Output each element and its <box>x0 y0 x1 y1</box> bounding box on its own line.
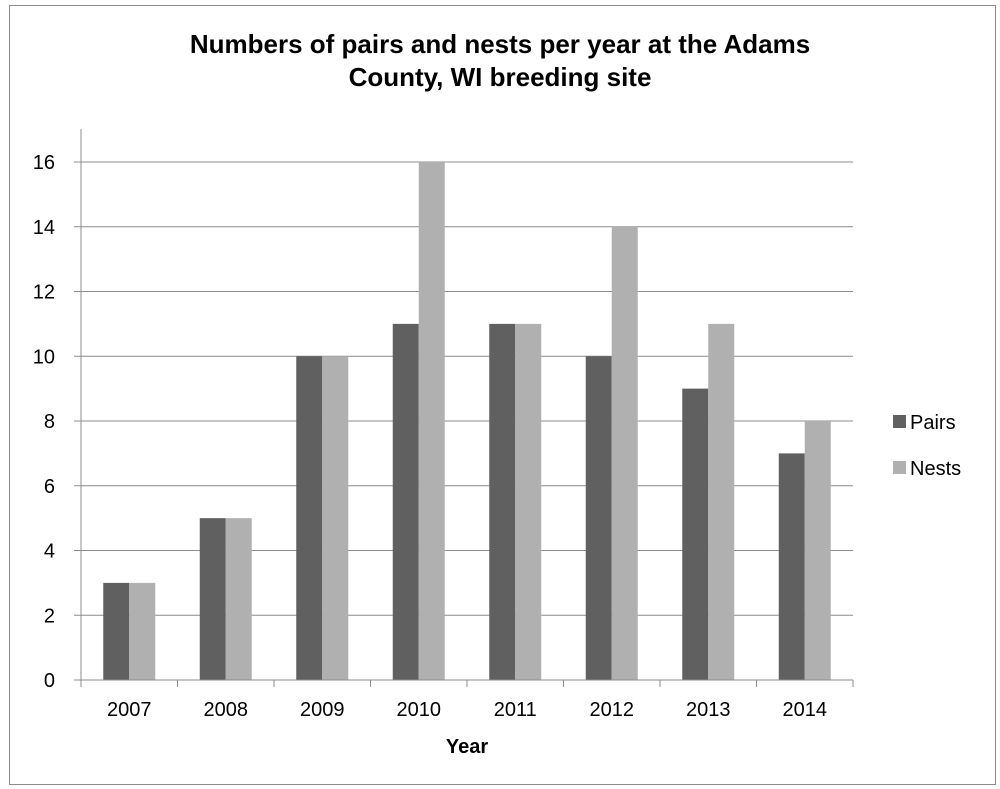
x-tick-label: 2013 <box>686 699 731 721</box>
legend-label-nests: Nests <box>910 458 961 480</box>
bar-nests <box>129 582 156 680</box>
y-tick-label: 4 <box>44 541 55 563</box>
x-tick-label: 2011 <box>494 699 537 721</box>
legend-swatch-nests <box>893 461 906 474</box>
x-tick-label: 2012 <box>590 699 635 721</box>
bar-pairs <box>778 453 805 680</box>
bar-pairs <box>199 518 226 680</box>
x-tick-label: 2014 <box>783 699 828 721</box>
legend: Pairs Nests <box>893 412 961 480</box>
bar-nests <box>611 226 638 680</box>
y-tick-label: 2 <box>44 605 55 627</box>
x-tick-label: 2008 <box>204 699 249 721</box>
bar-nests <box>225 518 252 680</box>
bar-pairs <box>296 356 323 680</box>
x-axis-title: Year <box>446 736 488 758</box>
bars <box>103 162 831 680</box>
legend-swatch-pairs <box>893 415 906 428</box>
y-tick-label: 16 <box>33 152 55 174</box>
bar-pairs <box>392 323 419 680</box>
bar-pairs <box>682 388 709 680</box>
gridlines <box>81 161 853 616</box>
y-tick-label: 8 <box>44 411 55 433</box>
x-tick-label: 2007 <box>107 699 152 721</box>
bar-pairs <box>103 582 130 680</box>
bar-nests <box>418 162 445 680</box>
tick-labels: 0 2 4 6 8 10 12 14 16 2007 2008 2009 2010 2011 2012 201… <box>33 152 827 721</box>
bar-nests <box>804 421 831 680</box>
bar-pairs <box>585 356 612 680</box>
x-tick-label: 2009 <box>300 699 345 721</box>
y-tick-label: 10 <box>33 346 55 368</box>
legend-label-pairs: Pairs <box>910 412 956 434</box>
x-tick-label: 2010 <box>397 699 442 721</box>
chart-title: Numbers of pairs and nests per year at t… <box>189 29 811 92</box>
bar-nests <box>515 323 542 680</box>
bar-nests <box>708 323 735 680</box>
bar-pairs <box>489 323 516 680</box>
axes <box>74 129 854 687</box>
bar-nests <box>322 356 349 680</box>
y-tick-label: 6 <box>44 476 55 498</box>
y-tick-label: 14 <box>33 217 55 239</box>
y-tick-label: 0 <box>44 670 55 692</box>
y-tick-label: 12 <box>33 282 55 304</box>
